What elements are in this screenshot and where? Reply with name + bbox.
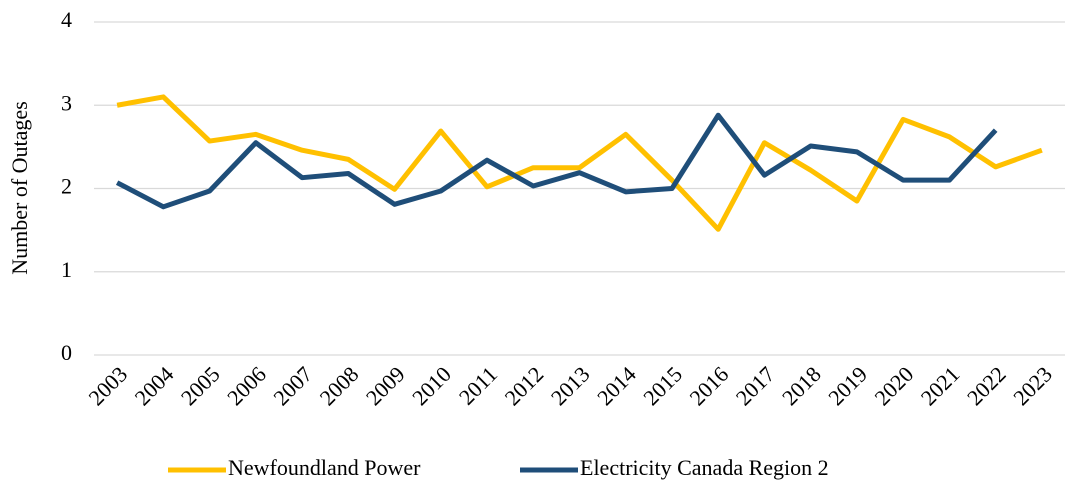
x-tick-label: 2018	[777, 361, 826, 410]
y-tick-label: 4	[61, 7, 72, 32]
x-tick-label: 2015	[638, 361, 687, 410]
x-tick-label: 2007	[268, 361, 317, 410]
x-tick-label: 2023	[1008, 361, 1057, 410]
x-tick-label: 2019	[823, 361, 872, 410]
legend-label: Electricity Canada Region 2	[580, 455, 829, 480]
x-tick-label: 2005	[176, 361, 225, 410]
x-tick-label: 2003	[83, 361, 132, 410]
x-tick-label: 2013	[546, 361, 595, 410]
x-tick-label: 2008	[315, 361, 364, 410]
x-tick-label: 2020	[869, 361, 918, 410]
x-tick-label: 2022	[962, 361, 1011, 410]
y-tick-label: 2	[61, 174, 72, 199]
x-tick-label: 2011	[454, 361, 502, 409]
line	[116, 94, 1043, 232]
x-tick-label: 2006	[222, 361, 271, 410]
x-tick-label: 2004	[130, 361, 179, 410]
x-tick-label: 2021	[916, 361, 965, 410]
line	[115, 112, 998, 210]
x-tick-label: 2009	[361, 361, 410, 410]
x-tick-label: 2010	[407, 361, 456, 410]
y-tick-label: 0	[61, 340, 72, 365]
y-axis-title: Number of Outages	[7, 101, 32, 275]
x-tick-label: 2016	[685, 361, 734, 410]
x-tick-label: 2012	[500, 361, 549, 410]
y-tick-label: 3	[61, 90, 72, 115]
x-tick-label: 2014	[592, 361, 641, 410]
legend-label: Newfoundland Power	[228, 455, 421, 480]
y-tick-label: 1	[61, 257, 72, 282]
x-tick-label: 2017	[731, 361, 780, 410]
